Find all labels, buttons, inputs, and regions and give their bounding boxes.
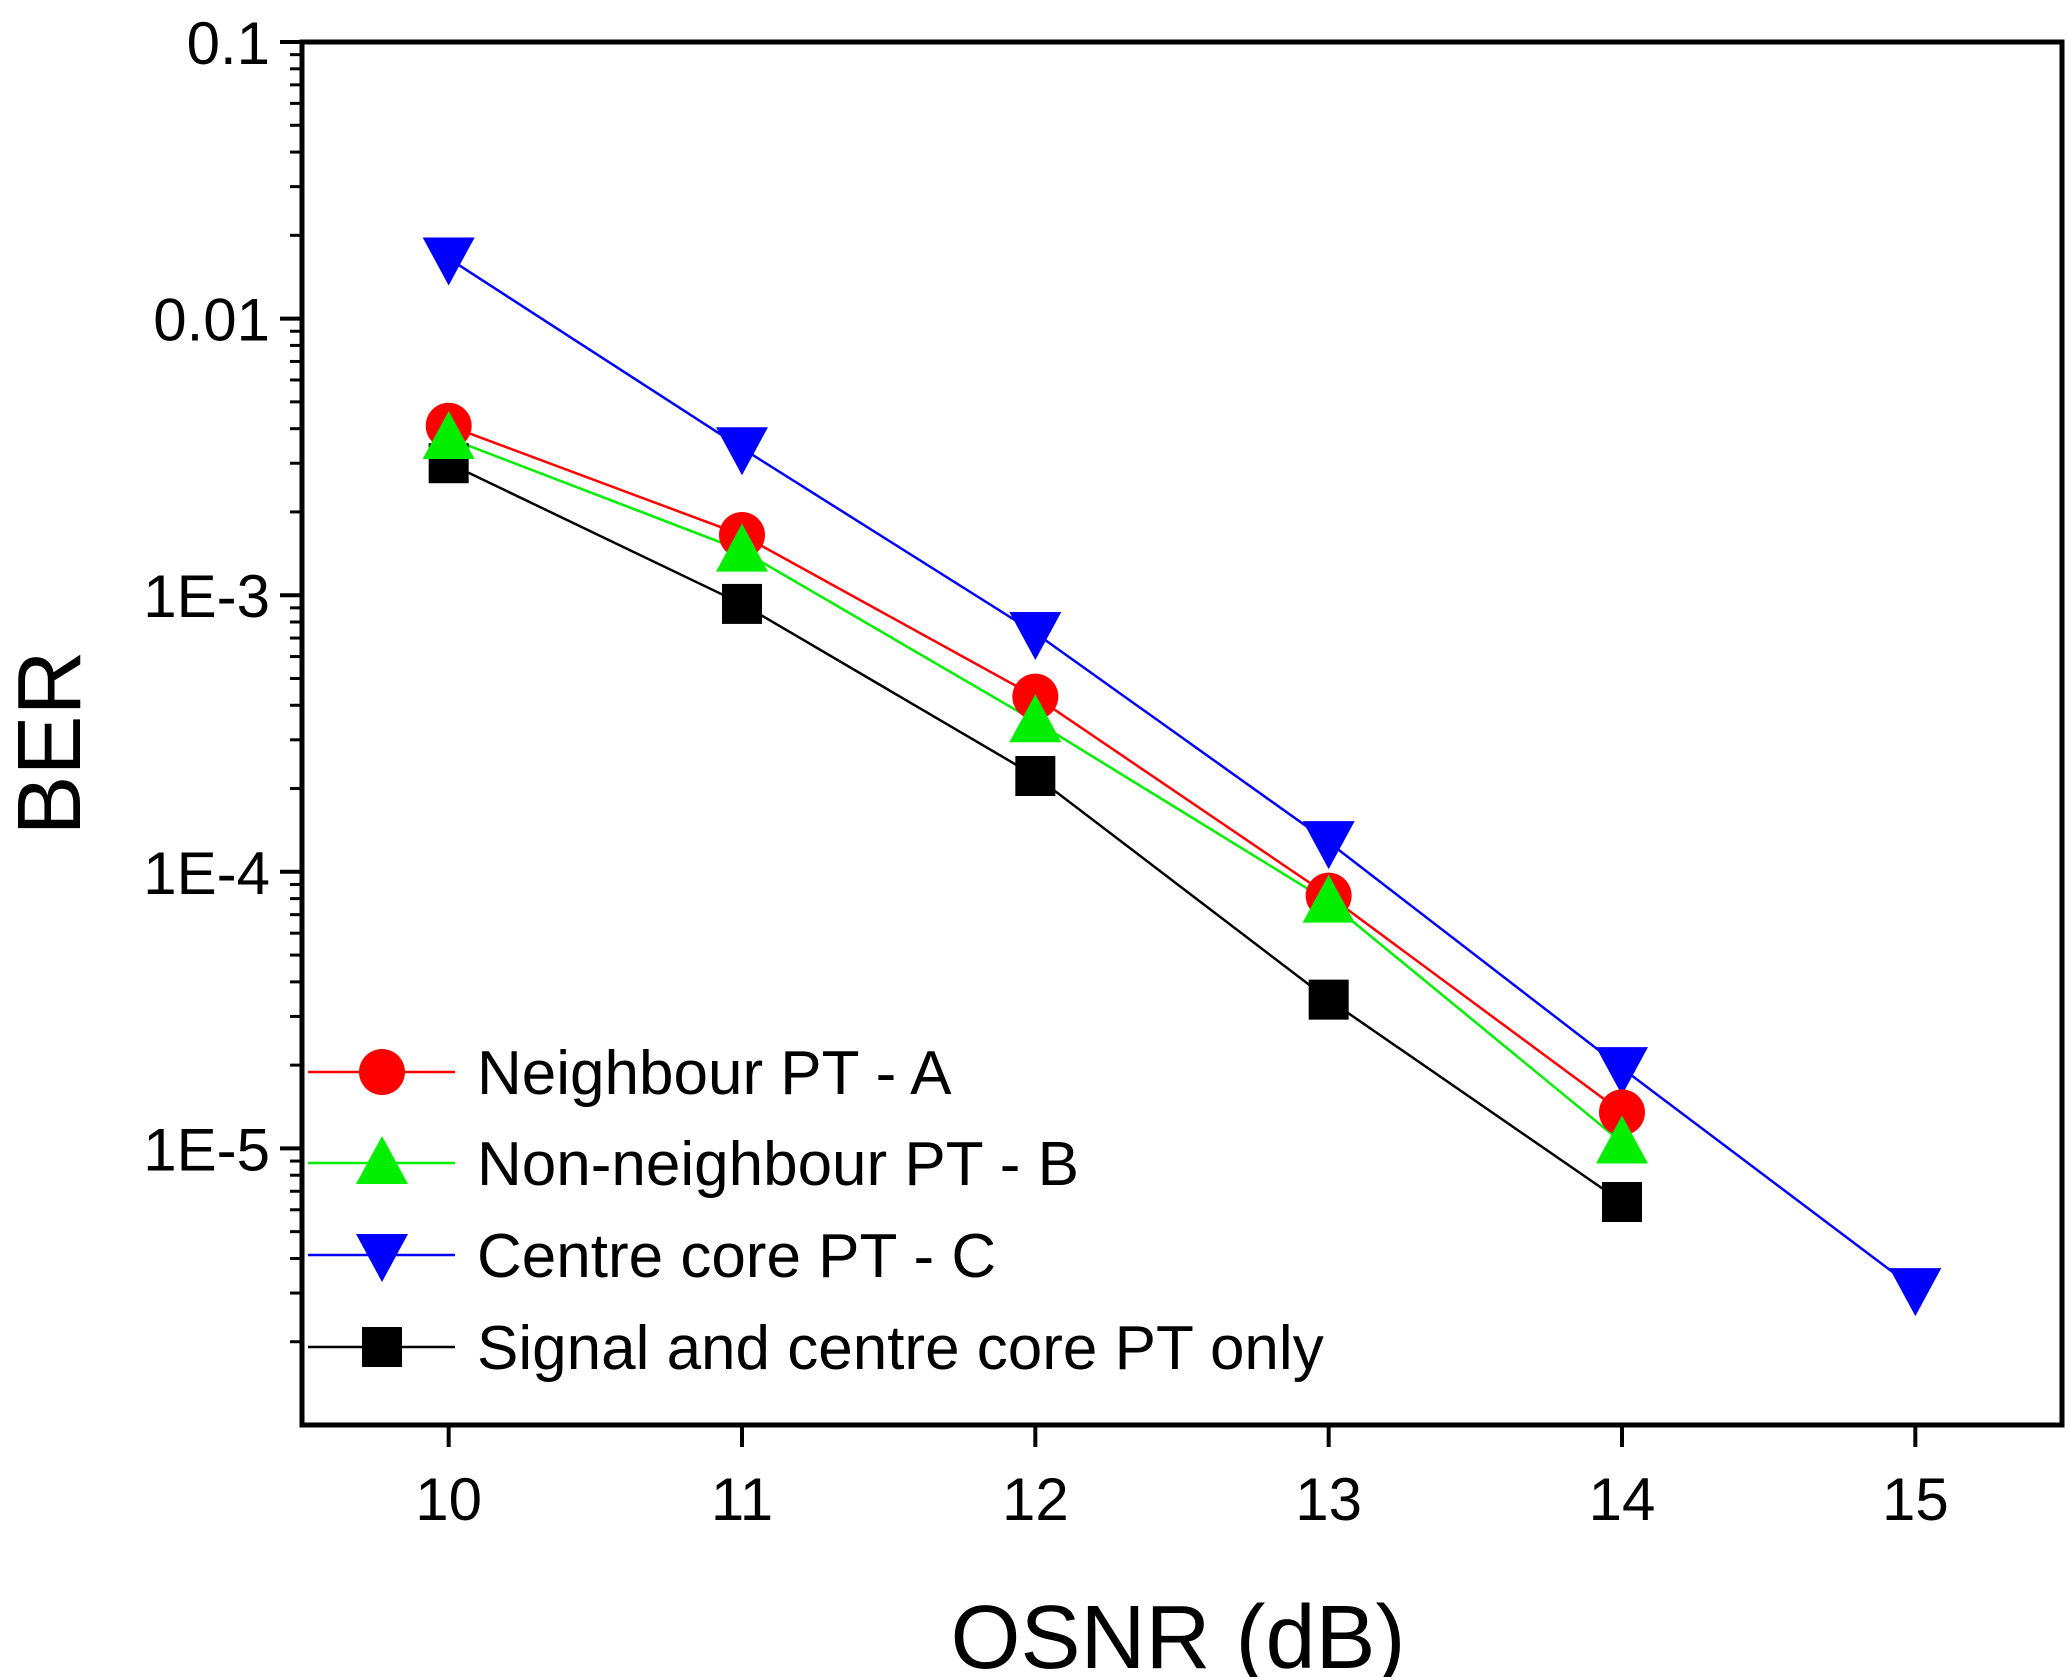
legend-item: Centre core PT - C [308, 1222, 996, 1291]
series-markers-2 [422, 237, 1942, 1317]
data-point [722, 583, 762, 624]
data-point [716, 427, 768, 476]
x-tick-label: 13 [1295, 1466, 1362, 1533]
data-point [716, 523, 768, 572]
data-point [1302, 874, 1355, 923]
axes: 10 11 12 13 14 15 0.1 0.01 1E-3 1E-4 1E-5 [143, 10, 2065, 1533]
legend-item: Neighbour PT - A [308, 1039, 952, 1108]
x-tick-label: 15 [1882, 1466, 1949, 1533]
plot-frame [299, 39, 2065, 1428]
series-markers-1 [422, 411, 1648, 1164]
data-point [1596, 1115, 1648, 1164]
data-point [422, 237, 475, 286]
x-tick-label: 12 [1002, 1466, 1069, 1533]
data-point [1889, 1268, 1942, 1317]
y-tick-label: 0.1 [187, 10, 270, 77]
legend-label: Signal and centre core PT only [477, 1314, 1324, 1383]
series-markers-3 [428, 443, 1642, 1223]
legend-label: Non-neighbour PT - B [477, 1130, 1079, 1199]
x-tick-label: 14 [1589, 1466, 1656, 1533]
series-layer [422, 237, 1942, 1317]
y-axis-title: BER [0, 650, 100, 835]
x-axis-title: OSNR (dB) [950, 1588, 1405, 1677]
legend-marker [362, 1327, 402, 1367]
data-point [1302, 821, 1355, 870]
legend-item: Non-neighbour PT - B [308, 1130, 1079, 1199]
data-point [1015, 755, 1056, 796]
y-tick-label: 1E-5 [143, 1116, 270, 1183]
data-point [1009, 612, 1062, 661]
series-line [447, 257, 1917, 1291]
y-tick-label: 1E-3 [143, 563, 270, 630]
data-point [1599, 1089, 1645, 1136]
data-point [1009, 694, 1062, 743]
y-tick-label: 1E-4 [143, 840, 270, 907]
x-tick-label: 10 [415, 1466, 482, 1533]
x-tick-label: 11 [711, 1466, 773, 1533]
series-2 [447, 257, 1917, 1291]
legend-label: Centre core PT - C [477, 1222, 996, 1291]
legend-marker [356, 1136, 408, 1184]
data-point [1308, 979, 1349, 1020]
legend-label: Neighbour PT - A [477, 1039, 952, 1108]
legend-marker [356, 1234, 408, 1282]
data-point [1596, 1047, 1648, 1096]
data-point [422, 411, 475, 460]
legend-item: Signal and centre core PT only [308, 1314, 1324, 1383]
y-tick-label: 0.01 [153, 287, 270, 354]
data-point [1602, 1182, 1642, 1223]
legend-marker [359, 1049, 405, 1095]
legend: Neighbour PT - A Non-neighbour PT - B Cent… [308, 1039, 1324, 1383]
